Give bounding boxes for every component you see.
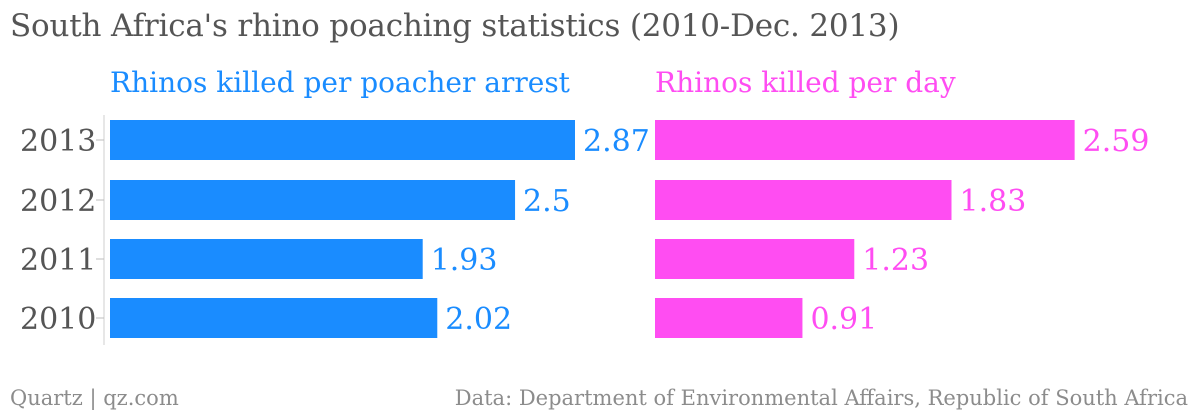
data-label: 1.93 [431,243,498,278]
y-axis-tick-label: 2012 [20,184,96,219]
chart-title: South Africa's rhino poaching statistics… [10,8,900,44]
y-axis-tick-label: 2010 [20,302,96,337]
bar [655,120,1075,160]
data-label: 1.23 [862,243,929,278]
bar [655,239,855,279]
bar [655,298,803,338]
data-label: 2.5 [523,184,571,219]
bar [110,120,575,160]
data-label: 0.91 [810,302,877,337]
data-label: 2.87 [583,124,650,159]
data-label: 2.59 [1083,124,1150,159]
series-header-1: Rhinos killed per poacher arrest [110,66,571,99]
bar [655,180,952,220]
bar [110,298,438,338]
footer-source-left: Quartz | qz.com [10,386,179,410]
data-label: 1.83 [959,184,1026,219]
series-header-2: Rhinos killed per day [655,66,956,99]
footer-source-right: Data: Department of Environmental Affair… [454,386,1188,410]
bar [110,180,516,220]
y-axis-tick-label: 2011 [20,243,96,278]
bar [110,239,423,279]
data-label: 2.02 [445,302,512,337]
y-axis-tick-label: 2013 [20,124,96,159]
